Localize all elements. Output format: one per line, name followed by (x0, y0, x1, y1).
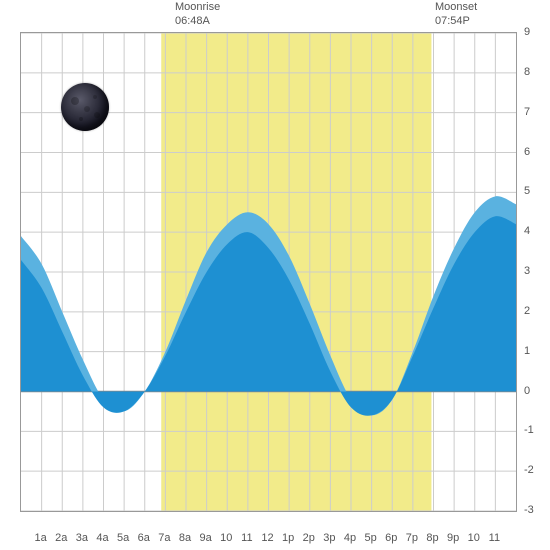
x-tick-label: 7p (406, 532, 418, 544)
x-tick-label: 10 (468, 532, 480, 544)
y-tick-label: 9 (524, 26, 530, 38)
x-tick-label: 11 (241, 532, 252, 544)
chart-header: Moonrise 06:48A Moonset 07:54P (0, 0, 550, 32)
x-tick-label: 2p (303, 532, 315, 544)
y-axis: -3-2-10123456789 (520, 32, 550, 510)
x-tick-label: 1p (282, 532, 294, 544)
x-tick-label: 5p (365, 532, 377, 544)
moonrise-block: Moonrise 06:48A (175, 0, 220, 29)
x-tick-label: 10 (220, 532, 232, 544)
x-tick-label: 11 (489, 532, 500, 544)
y-tick-label: 6 (524, 146, 530, 158)
tide-chart-container: Moonrise 06:48A Moonset 07:54P -3-2-1012… (0, 0, 550, 550)
x-tick-label: 9a (200, 532, 212, 544)
moonset-label: Moonset (435, 1, 477, 13)
x-tick-label: 4a (96, 532, 108, 544)
moon-phase-icon (61, 83, 109, 131)
x-tick-label: 9p (447, 532, 459, 544)
y-tick-label: 5 (524, 185, 530, 197)
x-tick-label: 3a (76, 532, 88, 544)
x-tick-label: 6a (138, 532, 150, 544)
moonrise-label: Moonrise (175, 1, 220, 13)
x-tick-label: 2a (55, 532, 67, 544)
x-tick-label: 4p (344, 532, 356, 544)
moonset-block: Moonset 07:54P (435, 0, 477, 29)
y-tick-label: -2 (524, 464, 534, 476)
x-tick-label: 1a (35, 532, 47, 544)
x-tick-label: 5a (117, 532, 129, 544)
y-tick-label: 8 (524, 66, 530, 78)
y-tick-label: 7 (524, 106, 530, 118)
y-tick-label: 0 (524, 385, 530, 397)
x-tick-label: 8a (179, 532, 191, 544)
x-tick-label: 7a (158, 532, 170, 544)
chart-plot-area (20, 32, 517, 512)
moonrise-time: 06:48A (175, 15, 210, 27)
y-tick-label: -3 (524, 504, 534, 516)
x-tick-label: 6p (385, 532, 397, 544)
x-axis: 1a 2a 3a 4a 5a 6a 7a 8a 9a 10 11 12 1p 2p 3p 4p 5p 6p 7p 8p… (20, 520, 515, 550)
x-tick-label: 8p (426, 532, 438, 544)
x-tick-label: 12 (261, 532, 273, 544)
y-tick-label: 3 (524, 265, 530, 277)
y-tick-label: 1 (524, 345, 530, 357)
y-tick-label: -1 (524, 424, 534, 436)
y-tick-label: 4 (524, 225, 530, 237)
moonset-time: 07:54P (435, 15, 470, 27)
x-tick-label: 3p (323, 532, 335, 544)
y-tick-label: 2 (524, 305, 530, 317)
